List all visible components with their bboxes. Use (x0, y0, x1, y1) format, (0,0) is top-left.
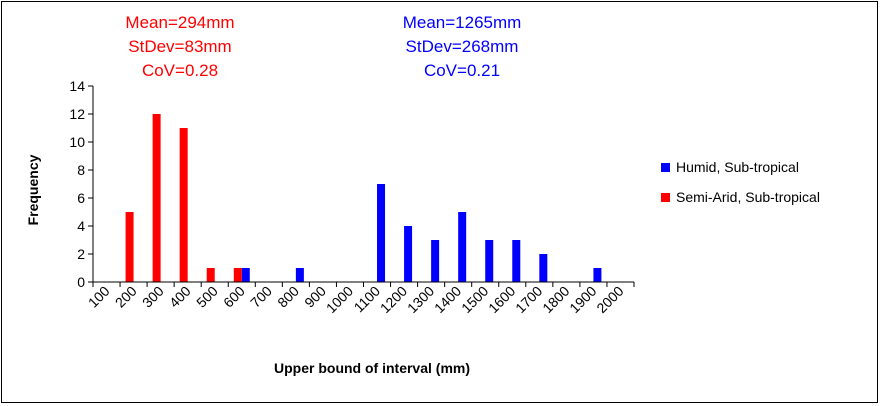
x-tick-label: 400 (166, 283, 194, 311)
x-tick-label: 700 (247, 283, 275, 311)
legend-swatch-semi-arid (661, 193, 670, 202)
y-tick-label: 2 (77, 246, 85, 262)
bar-humid-800 (295, 268, 304, 282)
bar-humid-1100 (377, 184, 386, 282)
x-tick-label: 1600 (485, 283, 518, 316)
bar-semi-arid-600 (233, 268, 242, 282)
y-tick-label: 8 (77, 162, 85, 178)
x-tick-label: 2000 (593, 283, 626, 316)
x-tick-label: 1200 (377, 283, 410, 316)
bar-semi-arid-500 (206, 268, 215, 282)
x-tick-label: 1300 (404, 283, 437, 316)
bar-humid-1900 (593, 268, 602, 282)
x-tick-label: 1000 (323, 283, 356, 316)
y-tick-label: 0 (77, 274, 85, 290)
legend-swatch-humid (661, 163, 670, 172)
y-tick-label: 4 (77, 218, 85, 234)
humid-mean: Mean=1265mm (403, 13, 522, 32)
x-tick-label: 500 (193, 283, 221, 311)
x-tick-label: 1700 (512, 283, 545, 316)
humid-stdev: StDev=268mm (406, 37, 519, 56)
x-tick-label: 200 (112, 283, 140, 311)
humid-cov: CoV=0.21 (424, 61, 500, 80)
x-tick-labels: 100 200 300 400 500 600 700 800 9001000110012001… (85, 283, 627, 316)
x-tick-label: 1900 (566, 283, 599, 316)
semi-arid-cov: CoV=0.28 (142, 61, 218, 80)
bar-humid-1200 (404, 226, 413, 282)
legend-label-semi-arid: Semi-Arid, Sub-tropical (676, 189, 820, 205)
stats-annotations: Mean=294mm StDev=83mm CoV=0.28 Mean=1265… (125, 13, 521, 80)
y-tick-label: 14 (69, 78, 85, 94)
x-tick-label: 1400 (431, 283, 464, 316)
bar-semi-arid-400 (179, 128, 188, 282)
x-tick-label: 800 (274, 283, 302, 311)
x-tick-label: 600 (220, 283, 248, 311)
y-tick-label: 12 (69, 106, 85, 122)
x-axis-title: Upper bound of interval (mm) (274, 360, 470, 376)
bar-humid-1500 (485, 240, 494, 282)
y-axis-title: Frequency (25, 154, 41, 225)
semi-arid-mean: Mean=294mm (125, 13, 234, 32)
axes (88, 85, 635, 287)
y-tick-labels: 0 2 4 6 8 10 12 14 (69, 78, 85, 290)
y-tick-label: 6 (77, 190, 85, 206)
bar-humid-1600 (512, 240, 521, 282)
bars (125, 114, 602, 282)
bar-humid-1300 (431, 240, 440, 282)
semi-arid-stdev: StDev=83mm (128, 37, 231, 56)
bar-semi-arid-200 (125, 212, 134, 282)
legend: Humid, Sub-tropical Semi-Arid, Sub-tropi… (661, 159, 820, 205)
x-tick-label: 1100 (351, 283, 384, 316)
x-tick-label: 1800 (539, 283, 572, 316)
bar-semi-arid-300 (152, 114, 161, 282)
x-tick-label: 1500 (458, 283, 491, 316)
legend-label-humid: Humid, Sub-tropical (676, 159, 799, 175)
x-tick-label: 100 (85, 283, 113, 311)
bar-humid-1700 (539, 254, 548, 282)
bar-humid-600 (241, 268, 250, 282)
bar-humid-1400 (458, 212, 467, 282)
y-tick-label: 10 (69, 134, 85, 150)
x-tick-label: 300 (139, 283, 167, 311)
